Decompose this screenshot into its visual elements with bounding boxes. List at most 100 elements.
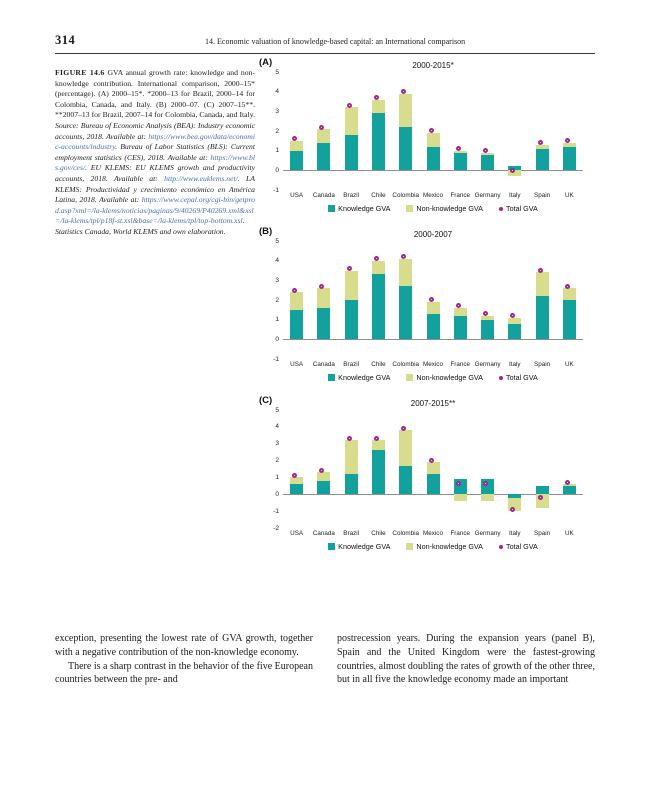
y-tick-label: 1 [275,316,279,324]
chart-a-head: (A) 2000-2015* [259,57,583,72]
total-gva-marker [483,481,489,487]
page-header: 314 14. Economic valuation of knowledge-… [55,33,595,54]
knowledge-swatch-icon [328,374,336,381]
x-axis-label: Chile [371,361,386,368]
non-knowledge-gva-bar [317,472,331,481]
non-knowledge-gva-bar [453,494,467,502]
x-axis-label: USA [290,530,304,537]
legend-knowledge-label: Knowledge GVA [338,204,391,213]
non-knowledge-gva-bar [317,129,331,143]
zero-axis-line [283,338,583,340]
knowledge-gva-bar [508,166,522,171]
chart-b-legend: Knowledge GVA Non-knowledge GVA Total GV… [283,373,583,382]
knowledge-gva-bar [481,154,495,171]
non-knowledge-gva-bar [508,317,522,324]
x-axis-label: Mexico [423,361,443,368]
chart-panel-c: (C) 2007-2015** 5 4 3 2 1 0 -1 -2 USA Canada Braz… [255,395,595,551]
total-gva-marker [455,303,461,309]
non-knowledge-gva-bar [290,140,304,151]
legend-total-label: Total GVA [505,542,538,551]
total-gva-marker [319,283,325,289]
legend-knowledge-label: Knowledge GVA [338,373,391,382]
chart-b-head: (B) 2000-2007 [259,226,583,241]
figure-caption: FIGURE 14.6 GVA annual growth rate: know… [55,60,255,567]
legend-item-knowledge: Knowledge GVA [328,542,390,551]
panel-a-label: (A) [259,57,273,68]
chart-a-plot-area: 5 4 3 2 1 0 -1 [273,69,583,194]
x-axis-label: Chile [371,192,386,199]
total-gva-marker [373,256,379,262]
knowledge-gva-bar [508,494,522,498]
panel-b-label: (B) [259,226,273,237]
legend-item-total: Total GVA [498,542,538,551]
x-axis-label: USA [290,192,304,199]
total-gva-marker [319,124,325,130]
non-knowledge-gva-bar [344,440,358,475]
knowledge-gva-bar [562,485,576,495]
y-tick-label: 3 [275,440,279,448]
source-bls-text: . Bureau of Labor Statistics (BLS): Curr… [55,142,255,162]
page-number: 314 [55,33,76,47]
euklems-link[interactable]: http://www.euklems.net/ [164,173,238,183]
legend-item-total: Total GVA [498,204,538,213]
x-axis-label: UK [564,361,574,368]
non-knowledge-gva-bar [399,258,413,287]
knowledge-gva-bar [426,146,440,171]
non-knowledge-gva-bar [290,477,304,485]
knowledge-gva-bar [344,134,358,171]
y-tick-label: 2 [275,457,279,465]
y-tick-label: 1 [275,473,279,481]
knowledge-gva-bar [344,300,358,340]
x-axis-label: Italy [509,530,521,537]
body-text-columns: exception, presenting the lowest rate of… [55,632,595,687]
total-gva-marker [428,128,434,134]
knowledge-gva-bar [399,127,413,171]
zero-axis-line [283,169,583,171]
y-tick-label: 5 [275,68,279,76]
total-gva-marker [537,140,543,146]
x-axis-label: Germany [474,361,501,368]
x-axis-label: France [450,192,471,199]
knowledge-gva-bar [426,313,440,340]
total-gva-marker [401,425,407,431]
non-knowledge-gva-bar [535,272,549,297]
y-tick-label: 0 [275,490,279,498]
source-end-text: . Statistics Canada, World KLEMS and own… [55,216,245,236]
non-knowledge-gva-bar [344,107,358,135]
knowledge-gva-bar [290,309,304,340]
total-gva-marker [483,311,489,317]
total-gva-marker [564,479,570,485]
knowledge-gva-bar [371,274,385,340]
knowledge-gva-bar [399,465,413,495]
knowledge-gva-bar [290,150,304,171]
panel-c-label: (C) [259,395,273,406]
total-gva-marker [292,472,298,478]
knowledge-gva-bar [562,300,576,340]
x-axis-label: Colombia [392,530,420,537]
x-axis-label: Canada [312,530,335,537]
non-knowledge-gva-bar [508,170,522,177]
bea-link[interactable]: https://www.bea.gov/data/economic-accoun… [55,131,255,152]
knowledge-gva-bar [535,485,549,495]
total-gva-marker [401,89,407,95]
legend-total-label: Total GVA [505,204,538,213]
knowledge-swatch-icon [328,543,336,550]
chart-c-legend: Knowledge GVA Non-knowledge GVA Total GV… [283,542,583,551]
non-knowledge-swatch-icon [406,543,414,550]
source-bea-text: Source: Bureau of Economic Analysis (BEA… [55,120,255,141]
x-axis-label: France [450,530,471,537]
knowledge-gva-bar [317,307,331,340]
knowledge-gva-bar [508,323,522,340]
non-knowledge-gva-bar [399,430,413,466]
x-axis-label: Spain [534,361,551,368]
laklems-link[interactable]: https://www.cepal.org/cgi-bin/getprod.as… [55,195,255,226]
x-axis-label: Canada [312,192,335,199]
non-knowledge-gva-bar [481,152,495,155]
y-tick-label: 0 [275,166,279,174]
y-tick-label: -1 [273,507,279,515]
non-knowledge-gva-bar [426,132,440,147]
total-gva-marker [346,435,352,441]
x-axis-label: USA [290,361,304,368]
chart-c-head: (C) 2007-2015** [259,395,583,410]
bls-link[interactable]: https://www.bls.gov/ces/ [55,152,255,173]
